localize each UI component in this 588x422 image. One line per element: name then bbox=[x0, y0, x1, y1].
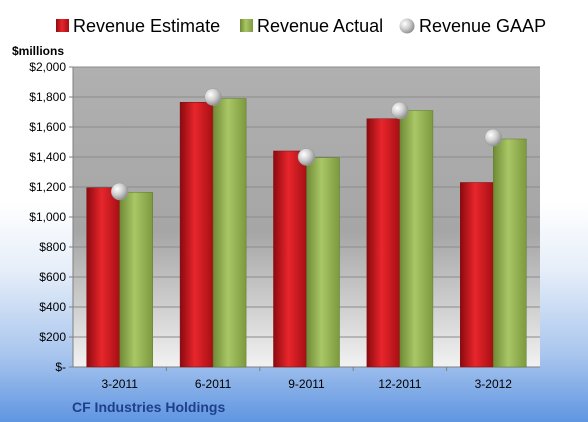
bar-revenue-actual bbox=[119, 192, 153, 368]
y-tick-label: $600 bbox=[39, 270, 66, 284]
legend-label-revenue-actual: Revenue Actual bbox=[257, 16, 383, 36]
x-tick-label: 9-2011 bbox=[288, 377, 325, 391]
legend-swatch-revenue-gaap bbox=[399, 18, 415, 34]
y-tick-label: $1,800 bbox=[29, 90, 66, 104]
marker-revenue-gaap bbox=[204, 88, 222, 106]
legend: Revenue Estimate Revenue Actual Revenue … bbox=[56, 16, 546, 36]
bar-revenue-actual bbox=[399, 110, 434, 368]
axis-ticks: $- $200 $400 $600 $800 $1,000 $1,200 $1,400 $1,6… bbox=[29, 60, 512, 391]
x-tick-label: 3-2012 bbox=[475, 377, 513, 391]
y-tick-label: $1,000 bbox=[29, 210, 66, 224]
x-tick-label: 3-2011 bbox=[101, 377, 138, 391]
marker-revenue-gaap bbox=[297, 148, 316, 166]
y-tick-label: $800 bbox=[39, 240, 66, 254]
bar-revenue-actual bbox=[493, 138, 527, 368]
legend-label-revenue-gaap: Revenue GAAP bbox=[419, 16, 546, 36]
marker-revenue-gaap bbox=[391, 101, 409, 120]
company-name: CF Industries Holdings bbox=[72, 399, 225, 415]
legend-swatch-revenue-estimate bbox=[56, 19, 69, 32]
unit-label: $millions bbox=[12, 44, 64, 58]
y-tick-label: $2,000 bbox=[29, 60, 66, 74]
bar-revenue-estimate bbox=[86, 187, 120, 368]
marker-revenue-gaap bbox=[484, 128, 503, 147]
bar-revenue-estimate bbox=[366, 118, 401, 368]
bar-revenue-estimate bbox=[460, 182, 494, 368]
y-tick-label: $- bbox=[55, 360, 66, 374]
legend-label-revenue-estimate: Revenue Estimate bbox=[73, 16, 220, 36]
bar-revenue-estimate bbox=[179, 102, 214, 368]
x-tick-label: 6-2011 bbox=[195, 377, 232, 391]
y-tick-label: $400 bbox=[39, 300, 66, 314]
y-tick-label: $1,600 bbox=[29, 120, 66, 134]
bar-revenue-actual bbox=[212, 98, 247, 368]
y-tick-label: $200 bbox=[39, 330, 66, 344]
legend-swatch-revenue-actual bbox=[240, 19, 253, 32]
y-tick-label: $1,400 bbox=[29, 150, 66, 164]
bars bbox=[86, 98, 527, 368]
bar-revenue-estimate bbox=[273, 150, 307, 368]
y-tick-label: $1,200 bbox=[29, 180, 66, 194]
gaap-markers bbox=[110, 88, 503, 201]
marker-revenue-gaap bbox=[110, 182, 129, 201]
bar-revenue-actual bbox=[306, 157, 340, 368]
x-tick-label: 12-2011 bbox=[378, 377, 421, 391]
